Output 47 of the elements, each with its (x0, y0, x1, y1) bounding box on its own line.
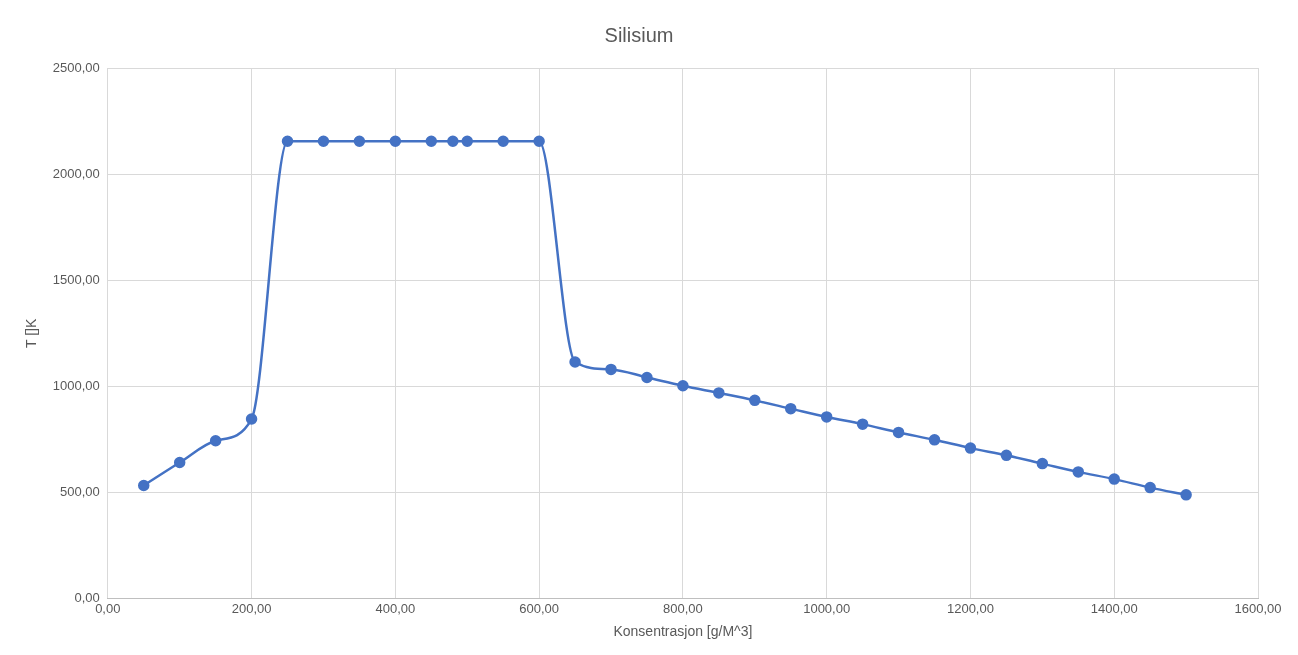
y-tick-label: 1000,00 (52, 377, 100, 393)
point (461, 135, 473, 147)
x-tick-label: 1200,00 (946, 600, 994, 616)
point (856, 418, 869, 430)
point (1180, 489, 1192, 501)
x-tick-label: 1600,00 (1234, 600, 1282, 616)
y-tick-label: 2000,00 (52, 165, 100, 181)
point (569, 356, 581, 368)
point (209, 434, 222, 447)
point (533, 135, 545, 147)
x-axis-title: Konsentrasjon [g/M^3] (613, 623, 753, 640)
point (1072, 466, 1085, 478)
x-tick-label: 600,00 (519, 600, 559, 616)
x-tick-label: 200,00 (231, 600, 272, 616)
point (1000, 449, 1013, 462)
point (784, 402, 797, 415)
point (964, 442, 977, 454)
point (447, 135, 459, 147)
point (173, 456, 186, 469)
point (389, 135, 402, 147)
point (1108, 473, 1120, 485)
point (677, 379, 689, 392)
point (425, 135, 438, 147)
x-tick-label: 1400,00 (1090, 600, 1138, 616)
x-tick-label: 1000,00 (803, 600, 851, 616)
point (353, 135, 366, 147)
point (245, 413, 258, 425)
x-tick-label: 400,00 (375, 600, 416, 616)
point (713, 387, 725, 399)
point (317, 135, 330, 147)
point (749, 394, 761, 407)
point (605, 363, 617, 376)
point (928, 434, 941, 446)
point (1036, 457, 1049, 470)
x-tick-label: 800,00 (663, 600, 703, 616)
y-tick-label: 500,00 (60, 484, 100, 500)
y-tick-label: 2500,00 (52, 59, 100, 75)
point (641, 371, 653, 384)
point (1144, 481, 1156, 494)
point (137, 479, 150, 492)
point (892, 426, 905, 439)
point (497, 135, 509, 147)
y-axis-title: T []K (23, 317, 40, 348)
y-tick-label: 1500,00 (52, 271, 100, 287)
point (820, 411, 833, 423)
point (281, 135, 294, 147)
chart-title: Silisium (604, 23, 674, 46)
